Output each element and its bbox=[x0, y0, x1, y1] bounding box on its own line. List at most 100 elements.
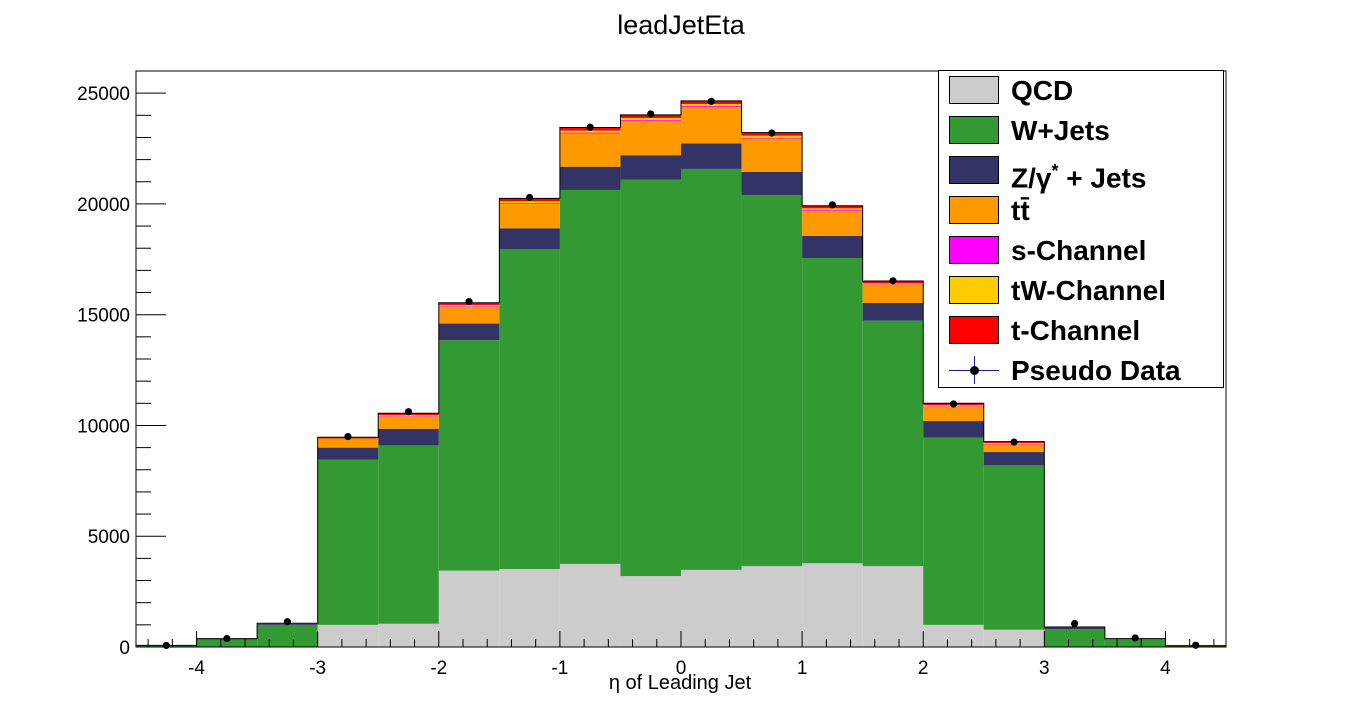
bar-5-6 bbox=[499, 201, 560, 204]
legend-label: Z/γ* + Jets bbox=[1011, 161, 1147, 194]
legend-label: tt̄ bbox=[1011, 195, 1030, 226]
data-point-11 bbox=[828, 201, 836, 209]
bar-4-7 bbox=[559, 132, 621, 134]
bar-1-4 bbox=[378, 445, 439, 624]
bar-2-13 bbox=[923, 421, 984, 438]
legend-item-5: tW-Channel bbox=[949, 274, 1219, 308]
bar-3-13 bbox=[923, 406, 984, 422]
bar-2-9 bbox=[681, 143, 742, 169]
bar-0-3 bbox=[317, 624, 379, 647]
bar-0-14 bbox=[983, 629, 1045, 647]
legend-item-6: t-Channel bbox=[949, 314, 1219, 348]
bar-3-3 bbox=[317, 439, 379, 448]
pseudo-data-points bbox=[162, 97, 1200, 650]
x-tick-label: -1 bbox=[551, 658, 568, 679]
bar-1-8 bbox=[620, 179, 681, 577]
bar-0-12 bbox=[862, 566, 924, 647]
bar-3-10 bbox=[741, 138, 803, 172]
legend-item-2: Z/γ* + Jets bbox=[949, 154, 1219, 193]
data-point-4 bbox=[404, 408, 413, 416]
data-point-1 bbox=[223, 634, 231, 643]
bar-5-5 bbox=[438, 304, 500, 307]
bar-4-6 bbox=[499, 203, 560, 204]
bar-5-11 bbox=[802, 208, 863, 211]
bar-0-13 bbox=[923, 624, 984, 647]
bar-3-6 bbox=[499, 203, 560, 229]
legend-label: t-Channel bbox=[1011, 315, 1141, 346]
legend-swatch bbox=[949, 276, 999, 304]
bar-4-5 bbox=[438, 306, 500, 307]
chart-title: leadJetEta bbox=[617, 10, 745, 40]
bar-2-12 bbox=[862, 302, 924, 321]
bar-2-7 bbox=[559, 166, 621, 190]
bar-1-13 bbox=[923, 437, 984, 625]
data-point-16 bbox=[1131, 634, 1139, 642]
y-tick-label: 15000 bbox=[77, 306, 130, 327]
bar-2-8 bbox=[620, 155, 681, 180]
legend-swatch bbox=[949, 76, 999, 104]
bar-2-5 bbox=[438, 323, 500, 341]
data-point-15 bbox=[1071, 619, 1079, 628]
data-point-3 bbox=[344, 432, 352, 441]
bar-1-1 bbox=[196, 639, 258, 647]
bar-2-3 bbox=[317, 447, 379, 460]
bar-3-11 bbox=[802, 211, 863, 236]
bar-1-3 bbox=[317, 459, 379, 625]
bar-1-5 bbox=[438, 340, 500, 571]
bar-1-11 bbox=[802, 257, 863, 564]
data-point-7 bbox=[586, 123, 594, 131]
bar-4-11 bbox=[802, 210, 863, 212]
legend-swatch bbox=[949, 196, 999, 224]
bar-1-15 bbox=[1044, 629, 1105, 647]
legend-item-0: QCD bbox=[949, 74, 1219, 108]
data-point-2 bbox=[283, 618, 291, 626]
bar-1-16 bbox=[1104, 639, 1166, 647]
x-tick-label: 2 bbox=[918, 658, 929, 679]
legend-item-1: W+Jets bbox=[949, 114, 1219, 148]
y-tick-label: 25000 bbox=[77, 84, 130, 105]
bar-4-10 bbox=[741, 137, 803, 139]
data-point-9 bbox=[707, 97, 715, 105]
bar-1-10 bbox=[741, 195, 803, 567]
bar-0-11 bbox=[802, 563, 863, 647]
bar-5-8 bbox=[620, 117, 681, 120]
data-point-0 bbox=[162, 641, 170, 650]
x-tick-label: -2 bbox=[430, 658, 447, 679]
bar-3-8 bbox=[620, 120, 681, 156]
bar-4-12 bbox=[862, 284, 924, 286]
bar-0-4 bbox=[378, 623, 439, 647]
legend-item-7: Pseudo Data bbox=[949, 354, 1219, 388]
data-point-6 bbox=[526, 193, 534, 202]
data-point-8 bbox=[647, 110, 655, 118]
legend-label: s-Channel bbox=[1011, 235, 1147, 266]
x-axis-label: η of Leading Jet bbox=[608, 672, 752, 694]
data-point-10 bbox=[768, 129, 776, 137]
legend-label: tW-Channel bbox=[1011, 275, 1166, 306]
stack-outline bbox=[135, 100, 1227, 647]
bar-4-8 bbox=[620, 119, 681, 121]
bar-0-10 bbox=[741, 566, 803, 647]
legend-item-3: tt̄ bbox=[949, 194, 1219, 228]
x-tick-label: 0 bbox=[676, 658, 687, 679]
legend-label: W+Jets bbox=[1011, 115, 1110, 146]
bar-2-11 bbox=[802, 235, 863, 258]
bar-3-5 bbox=[438, 306, 500, 324]
bar-5-9 bbox=[681, 104, 742, 107]
bar-1-14 bbox=[983, 465, 1045, 630]
bar-3-14 bbox=[983, 444, 1045, 453]
bar-3-12 bbox=[862, 285, 924, 303]
bar-5-4 bbox=[378, 415, 439, 417]
data-point-17 bbox=[1192, 641, 1200, 649]
legend-swatch bbox=[949, 156, 999, 184]
x-tick-label: -4 bbox=[188, 658, 205, 679]
bar-0-8 bbox=[620, 576, 681, 647]
legend-label: Pseudo Data bbox=[1011, 355, 1181, 386]
legend-item-4: s-Channel bbox=[949, 234, 1219, 268]
bar-3-7 bbox=[559, 133, 621, 167]
legend-marker-pseudo-data bbox=[949, 356, 999, 384]
bar-5-10 bbox=[741, 135, 803, 138]
y-tick-label: 20000 bbox=[77, 195, 130, 216]
x-tick-label: -3 bbox=[309, 658, 326, 679]
bar-3-9 bbox=[681, 106, 742, 144]
